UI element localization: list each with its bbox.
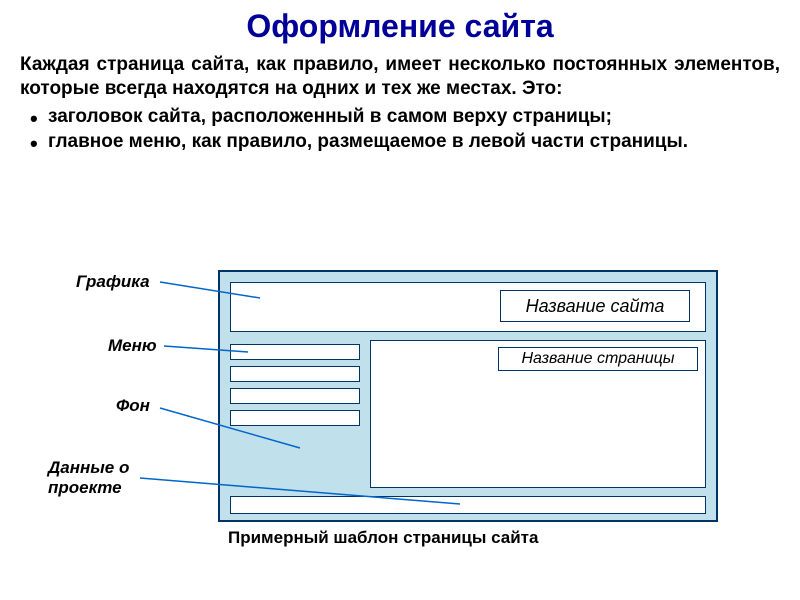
mockup-menu-item bbox=[230, 344, 360, 360]
label-menu: Меню bbox=[108, 336, 157, 356]
diagram-caption: Примерный шаблон страницы сайта bbox=[228, 528, 538, 548]
diagram: Графика Меню Фон Данные о проекте Назван… bbox=[0, 268, 800, 568]
label-graphics: Графика bbox=[76, 272, 150, 292]
bullet-item: главное меню, как правило, размещаемое в… bbox=[30, 130, 780, 154]
label-project-data: Данные о проекте bbox=[48, 458, 129, 498]
page-title: Оформление сайта bbox=[0, 0, 800, 45]
mockup-menu-item bbox=[230, 388, 360, 404]
bullet-list: заголовок сайта, расположенный в самом в… bbox=[0, 105, 800, 155]
mockup-site-name: Название сайта bbox=[500, 290, 690, 322]
bullet-item: заголовок сайта, расположенный в самом в… bbox=[30, 105, 780, 129]
mockup-page-name: Название страницы bbox=[498, 347, 698, 371]
mockup-footer bbox=[230, 496, 706, 514]
label-background: Фон bbox=[116, 396, 150, 416]
mockup-container: Название сайта Название страницы bbox=[218, 270, 718, 522]
intro-paragraph: Каждая страница сайта, как правило, имее… bbox=[0, 45, 800, 105]
mockup-menu-item bbox=[230, 366, 360, 382]
mockup-menu-item bbox=[230, 410, 360, 426]
